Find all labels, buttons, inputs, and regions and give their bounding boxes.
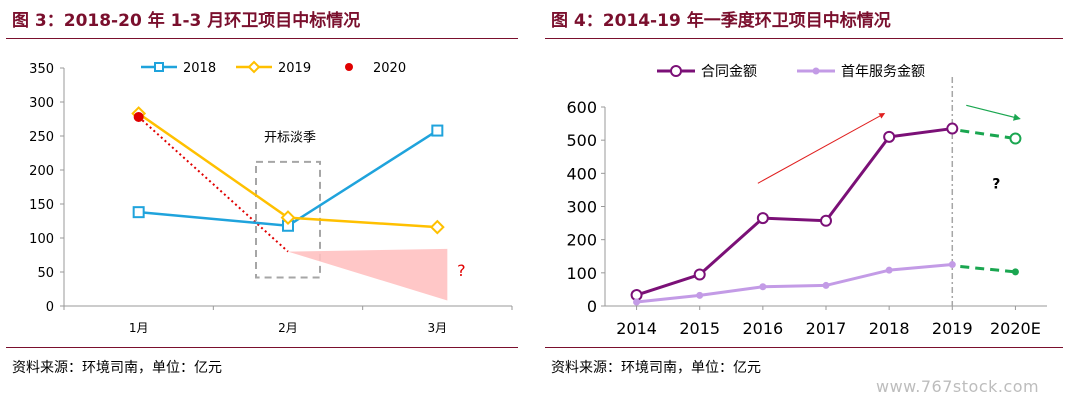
watermark: www.767stock.com [876,377,1040,396]
left-figure-title: 图 3：2018-20 年 1-3 月环卫项目中标情况 [12,11,361,31]
series-contract-forecast-point [1009,132,1022,145]
right-source-note: 资料来源：环境司南，单位：亿元 [551,360,761,376]
legend-label: 首年服务金额 [841,64,925,80]
series-2019-point [280,210,296,226]
legend-item: 合同金额 [657,64,757,80]
legend-label: 2019 [278,61,311,76]
right-bottom-rule [545,347,1063,348]
left-source-note: 资料来源：环境司南，单位：亿元 [12,360,222,376]
legend-marker [812,67,820,75]
forecast-question-mark: ? [992,176,1000,192]
y-tick-label: 600 [566,98,597,117]
y-tick-label: 100 [29,232,54,247]
series-2019-point [429,219,445,235]
series-first-year-service-forecast-point [1011,268,1019,276]
series-first-year-service-point [885,266,893,274]
legend-item-2020: 2020 [345,61,406,76]
x-tick-label: 3月 [428,321,448,335]
right-top-rule [545,38,1063,39]
legend-item: 首年服务金额 [797,64,925,80]
left-panel: 图 3：2018-20 年 1-3 月环卫项目中标情况 0 50 100 150 200… [6,0,526,404]
legend-item-2019: 2019 [236,60,311,76]
legend-label: 2020 [373,61,406,76]
series-first-year-service-point [633,298,641,306]
x-tick-label: 1月 [129,321,149,335]
legend-marker [345,63,353,71]
right-figure-title: 图 4：2014-19 年一季度环卫项目中标情况 [551,11,891,31]
series-contract-forecast-line [960,129,1016,140]
series-first-year-service-point [822,281,830,289]
y-tick-label: 50 [37,266,54,281]
series-contract-point [883,130,896,143]
legend-label: 2018 [183,61,216,76]
right-panel: 图 4：2014-19 年一季度环卫项目中标情况 0 100 200 300 400 50… [545,0,1065,404]
off-season-label: 开标淡季 [264,130,316,145]
uptrend-arrow [757,113,886,184]
legend-marker [247,60,261,74]
y-tick-label: 0 [587,297,597,316]
right-chart: 0 100 200 300 400 500 600 2014 2015 2016 2017 2018 2… [566,64,1047,338]
series-contract-point [693,268,706,281]
legend-marker [154,62,164,72]
series-contract-line [636,127,953,297]
y-tick-label: 100 [566,264,597,283]
series-first-year-service-line [636,263,953,304]
y-tick-label: 300 [566,198,597,217]
y-tick-label: 150 [29,198,54,213]
x-tick-label: 2月 [278,321,298,335]
series-contract-point [820,214,832,227]
x-tick-label: 2020E [990,319,1041,338]
y-tick-label: 500 [566,131,597,150]
y-tick-label: 400 [566,164,597,183]
y-tick-label: 250 [29,130,54,145]
series-contract-point [946,122,959,135]
y-tick-label: 300 [29,96,54,111]
legend-marker [670,65,682,77]
y-tick-label: 200 [29,164,54,179]
forecast-arrow [966,104,1021,121]
series-2020-point [133,111,144,122]
x-tick-label: 2015 [679,319,720,338]
x-tick-label: 2018 [869,319,910,338]
series-first-year-service-forecast-line [960,265,1016,274]
x-tick-label: 2016 [742,319,783,338]
y-tick-label: 350 [29,62,54,77]
y-tick-label: 0 [46,300,54,315]
legend-item-2018: 2018 [141,61,216,76]
left-bottom-rule [6,347,518,348]
y-tick-label: 200 [566,231,597,250]
series-first-year-service-point [948,261,956,269]
legend-label: 合同金额 [701,64,757,80]
series-2018-point [431,124,444,137]
x-tick-label: 2019 [932,319,973,338]
series-first-year-service-point [759,283,767,291]
forecast-range-wedge [288,248,448,301]
x-tick-label: 2014 [616,319,657,338]
x-tick-label: 2017 [806,319,847,338]
series-2020-trend-line [137,116,289,253]
series-contract-point [756,212,769,225]
left-top-rule [6,38,518,39]
forecast-question-mark: ? [457,261,466,280]
left-chart: 0 50 100 150 200 250 300 350 1月 2月 3月 开标淡季? 2018 2019… [29,60,513,335]
series-first-year-service-point [696,291,704,299]
series-2018-point [132,206,145,219]
